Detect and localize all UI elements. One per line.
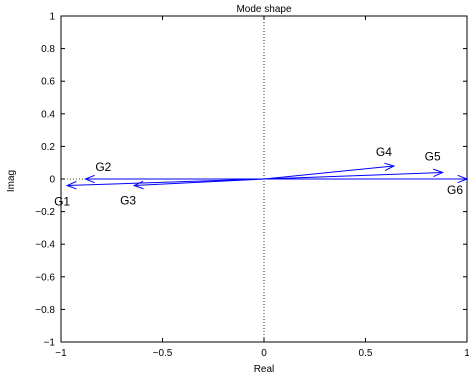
y-tick-label: −1 (44, 338, 56, 349)
vector-label: G4 (376, 145, 392, 159)
vector-line (134, 178, 265, 187)
vector-label: G5 (425, 149, 441, 163)
y-tick-label: −0.2 (35, 207, 55, 218)
y-tick-label: −0.8 (35, 305, 55, 316)
vector-arrowhead (132, 180, 144, 190)
y-tick-label: −0.4 (35, 240, 55, 251)
x-axis-label: Real (254, 364, 275, 375)
chart-title: Mode shape (236, 4, 291, 15)
vector-arrowhead (84, 174, 95, 184)
y-tick-label: 0.4 (41, 109, 55, 120)
vector-label: G3 (120, 194, 136, 208)
vector-label: G6 (447, 183, 463, 197)
x-tick-label: −1 (55, 348, 67, 359)
y-axis-label: Imag (6, 170, 17, 192)
vectors: G1 G2 G3 G4 G5 G6 (54, 145, 469, 209)
vector-line (67, 178, 265, 187)
vector-line (263, 171, 443, 180)
x-tick-label: 1 (464, 348, 469, 359)
y-tick-label: −0.6 (35, 272, 55, 283)
y-tick-label: 0.6 (41, 77, 55, 88)
y-tick-label: 0 (49, 175, 55, 186)
axis-ticks: −1 −0.5 0 0.5 1 −1 −0.8 −0.6 −0.4 −0.2 0 0.2 0.4 0.6 0… (35, 12, 469, 360)
x-tick-label: −0.5 (153, 348, 173, 359)
vector-arrowhead (384, 162, 396, 172)
vector-arrowhead (65, 181, 77, 190)
y-tick-label: 0.8 (41, 44, 55, 55)
vector-arrowhead (457, 174, 469, 184)
x-tick-label: 0.5 (359, 348, 373, 359)
vector-label: G2 (95, 160, 111, 174)
vector-label: G1 (54, 195, 70, 209)
y-tick-label: 0.2 (41, 142, 55, 153)
y-tick-label: 1 (49, 12, 55, 23)
vector-arrowhead (433, 168, 444, 177)
vector-line (263, 165, 394, 180)
x-tick-label: 0 (261, 348, 267, 359)
